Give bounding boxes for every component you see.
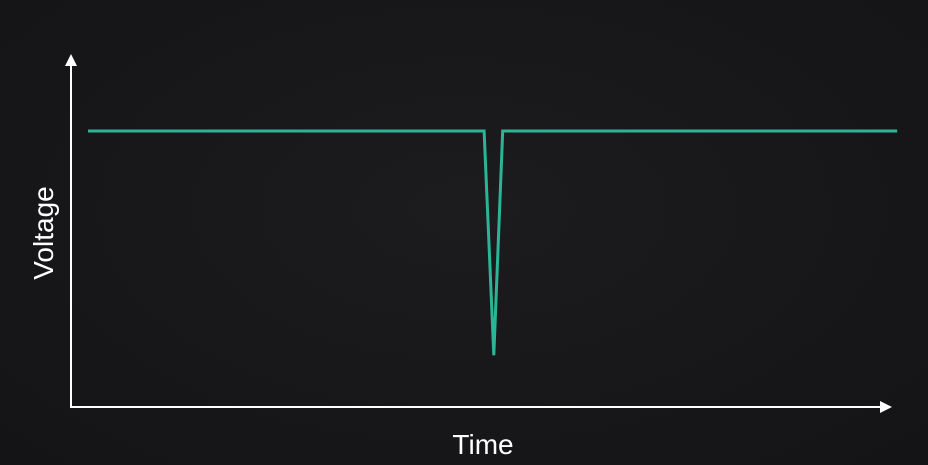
x-axis-label: Time bbox=[452, 429, 513, 460]
series-layer bbox=[88, 129, 898, 356]
series-line-0 bbox=[88, 129, 898, 356]
x-axis-arrowhead bbox=[880, 401, 892, 413]
y-axis-label: Voltage bbox=[28, 186, 59, 279]
axes bbox=[65, 54, 892, 413]
y-axis-arrowhead bbox=[65, 54, 77, 66]
